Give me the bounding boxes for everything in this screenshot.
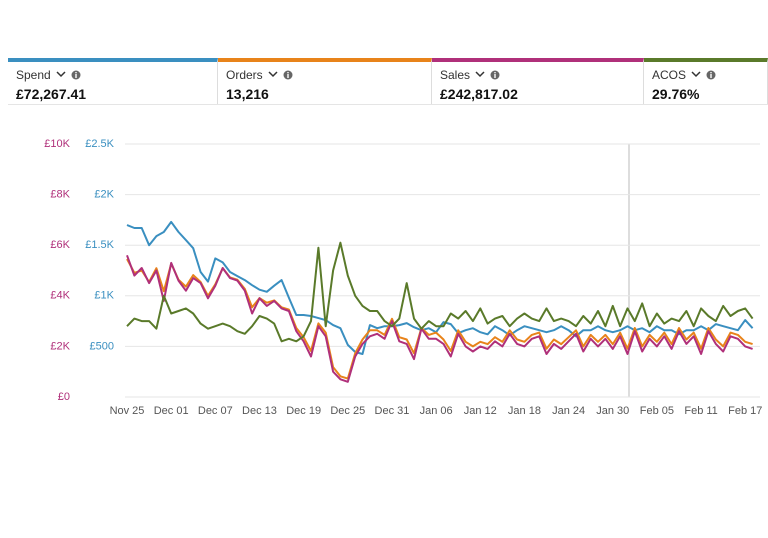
y2-tick-label: £10K [44,138,70,150]
x-tick-label: Jan 12 [464,405,497,417]
metric-name: Sales [440,68,471,82]
metric-name: Spend [16,68,51,82]
y2-tick-label: £8K [50,189,70,201]
y2-tick-label: £2K [50,340,70,352]
x-tick-label: Jan 30 [596,405,629,417]
y2-tick-label: £0 [58,391,70,403]
info-icon[interactable] [283,70,293,80]
x-tick-label: Dec 31 [375,405,410,417]
chevron-icon[interactable] [56,71,66,79]
chevron-icon[interactable] [268,71,278,79]
x-tick-label: Dec 01 [154,405,189,417]
x-tick-label: Jan 06 [420,405,453,417]
chevron-icon[interactable] [475,71,485,79]
series-line [126,258,753,380]
y2-tick-label: £4K [50,290,70,302]
info-icon[interactable] [706,70,716,80]
x-tick-label: Dec 25 [330,405,365,417]
metric-card[interactable]: Sales £242,817.02 [432,58,644,104]
metric-label: Sales [440,68,500,82]
x-tick-label: Jan 24 [552,405,585,417]
series-line [126,254,753,383]
series-line [126,241,754,343]
x-tick-label: Feb 17 [728,405,762,417]
x-tick-label: Jan 18 [508,405,541,417]
x-tick-label: Feb 05 [640,405,674,417]
x-tick-label: Nov 25 [110,405,145,417]
metric-label: Spend [16,68,81,82]
info-icon[interactable] [71,70,81,80]
metric-value: 29.76% [652,86,700,102]
y2-tick-label: £6K [50,239,70,251]
y-tick-label: £1K [94,290,114,302]
y-tick-label: £2.5K [85,138,114,150]
metric-card[interactable]: ACOS 29.76% [644,58,768,104]
x-tick-label: Dec 13 [242,405,277,417]
chevron-icon[interactable] [691,71,701,79]
metric-card[interactable]: Spend £72,267.41 [8,58,218,104]
metric-name: Orders [226,68,263,82]
x-tick-label: Feb 11 [684,405,717,417]
info-icon[interactable] [490,70,500,80]
metric-value: £242,817.02 [440,86,518,102]
y-tick-label: £500 [90,340,114,352]
metric-label: ACOS [652,68,716,82]
y-tick-label: £2K [94,189,114,201]
y-tick-label: £1.5K [85,239,114,251]
metric-name: ACOS [652,68,687,82]
metric-value: £72,267.41 [16,86,87,102]
metric-card[interactable]: Orders 13,216 [218,58,432,104]
metric-value: 13,216 [226,86,269,102]
x-tick-label: Dec 07 [198,405,233,417]
divider [8,104,768,105]
x-tick-label: Dec 19 [286,405,321,417]
series-line [126,220,754,355]
metric-label: Orders [226,68,293,82]
